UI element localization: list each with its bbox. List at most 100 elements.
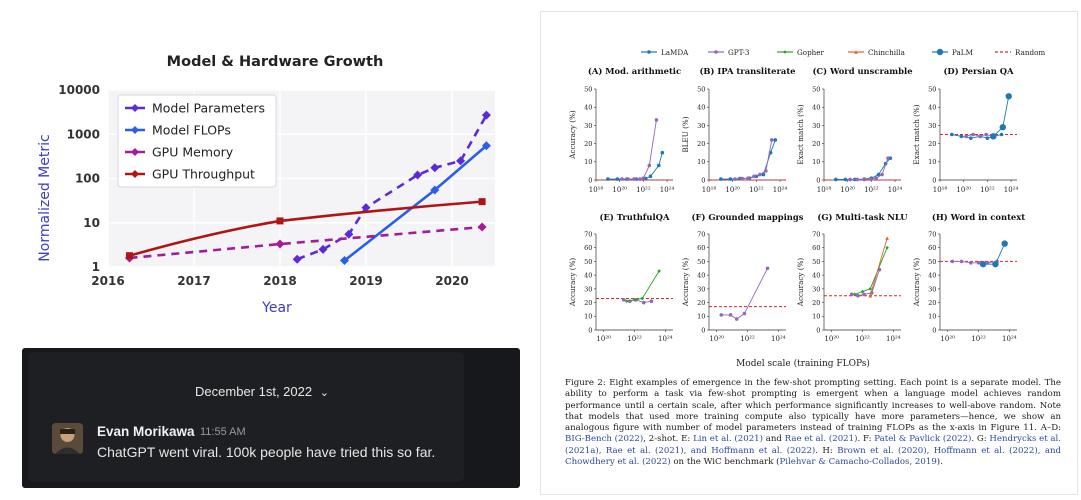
series-line [735, 139, 773, 180]
caption-citation[interactable]: Patel & Pavlick (2022) [874, 434, 972, 445]
subplot-title: (D) Persian QA [943, 66, 1014, 76]
data-point [430, 185, 440, 195]
data-point [876, 172, 881, 177]
x-tick-label: 10²⁰ [612, 186, 627, 194]
caption-citation[interactable]: Lin et al. (2021) [693, 434, 763, 445]
series-line [296, 114, 488, 261]
x-tick-label: 10²² [980, 186, 995, 194]
legend-swatch-marker [131, 170, 139, 178]
data-point [990, 133, 997, 140]
data-point [740, 176, 744, 181]
y-tick-label: 50 [697, 85, 705, 93]
legend-label: Model Parameters [152, 101, 265, 116]
subplot: (B) IPA transliterate 0 10 20 30 40 50 10¹⁸ 10²⁰… [681, 66, 796, 194]
data-point [971, 132, 975, 137]
y-tick-label: 20 [584, 299, 592, 307]
data-point [626, 177, 630, 181]
x-tick-label: 10²⁴ [1004, 186, 1019, 194]
x-tick-label: 10²² [627, 335, 642, 343]
subplot: (G) Multi-task NLU 0 10 20 30 40 50 60 70 10²⁰ 10²… [796, 212, 908, 343]
legend-label: GPT-3 [728, 48, 750, 57]
y-tick-label: 50 [928, 258, 936, 266]
data-point [625, 299, 629, 303]
data-point [880, 172, 884, 177]
y-tick-label: 50 [584, 258, 592, 266]
plot-area: 1 10 100 1000 10000 2016 2017 2018 2019 2020 [58, 83, 495, 288]
y-tick-label: 10 [697, 313, 705, 321]
avatar[interactable] [52, 423, 83, 454]
caption-citation[interactable]: Brown et al. (2020), Hoffmann et al. (20… [565, 445, 1061, 468]
data-point [1001, 240, 1008, 247]
legend-label: Gopher [797, 48, 825, 57]
y-tick-label: 40 [928, 272, 936, 280]
subplot-ylabel: Accuracy (%) [796, 258, 805, 308]
y-tick-label: 20 [812, 299, 820, 307]
y-tick-label: 60 [928, 244, 936, 252]
data-point [853, 292, 857, 297]
y-tick-label: 30 [697, 122, 705, 130]
x-tick-label: 10²⁰ [596, 335, 611, 343]
data-point [769, 138, 774, 142]
data-point [656, 163, 661, 168]
y-tick-label: 50 [928, 85, 936, 93]
message-author[interactable]: Evan Morikawa [97, 424, 195, 439]
data-point [999, 132, 1004, 137]
date-label: December 1st, 2022 [195, 384, 313, 399]
subplot-title: (H) Word in context [932, 212, 1025, 222]
x-tick-label: 10²⁰ [940, 335, 955, 343]
data-point [985, 136, 990, 140]
caption-citation[interactable]: BIG-Bench (2022) [565, 434, 644, 445]
y-tick-label: 50 [697, 258, 705, 266]
data-point [647, 50, 651, 54]
y-tick-label: 20 [584, 140, 592, 148]
data-point [641, 176, 646, 180]
data-point [647, 163, 652, 168]
date-divider[interactable]: December 1st, 2022 ⌄ [162, 378, 362, 406]
y-tick-label: 0 [588, 176, 592, 184]
y-tick-label: 20 [697, 140, 705, 148]
data-point [456, 156, 466, 166]
data-point [764, 169, 768, 173]
x-tick-label: 10²⁴ [773, 186, 788, 194]
legend-label: Model FLOPs [152, 123, 231, 138]
caption-citation[interactable]: Pilehvar & Camacho-Collados, 2019 [779, 457, 937, 468]
x-tick-label: 2020 [435, 274, 468, 288]
subplot-title: (F) Grounded mappings [692, 212, 804, 222]
data-point [649, 299, 654, 304]
data-point [848, 177, 852, 182]
chevron-down-icon: ⌄ [319, 387, 329, 399]
data-point [886, 156, 890, 160]
message-time[interactable]: 11:55 AM [200, 426, 246, 438]
caption-citation[interactable]: Hendrycks et al. (2021a), Rae et al. (20… [565, 434, 1062, 456]
data-point [481, 141, 491, 151]
subplot: (F) Grounded mappings 0 10 20 30 40 50 60 70 10²⁰… [681, 212, 804, 343]
data-point [719, 313, 724, 317]
y-tick-label: 20 [697, 299, 705, 307]
y-tick-label: 70 [928, 230, 936, 238]
subplot-ylabel: Accuracy (%) [912, 258, 921, 308]
y-tick-label: 70 [812, 230, 820, 238]
x-tick-label: 2016 [91, 274, 124, 288]
caption-citation[interactable]: Rae et al. (2021) [784, 434, 858, 445]
y-tick-label: 30 [584, 122, 592, 130]
x-tick-label: 10²² [636, 186, 651, 194]
data-point [868, 293, 872, 298]
caption-text: and [763, 434, 785, 445]
data-point [615, 177, 620, 181]
data-point [734, 317, 739, 321]
data-point [733, 177, 737, 181]
x-axis-label: Year [261, 300, 292, 316]
series-line [869, 237, 888, 296]
subplot-title: (E) TruthfulQA [600, 212, 670, 222]
data-point [361, 203, 371, 213]
caption-text: . G: [971, 434, 990, 445]
caption-text: Figure 2: Eight examples of emergence in… [565, 378, 1061, 434]
model-hardware-chart-svg: Model & Hardware Growth Year Normalized … [37, 54, 495, 316]
data-point [477, 222, 487, 232]
subplot-title: (G) Multi-task NLU [817, 212, 908, 222]
y-tick-label: 10 [812, 158, 820, 166]
y-tick-label: 60 [697, 244, 705, 252]
subplot-ylabel: Exact match (%) [912, 104, 921, 164]
data-point [999, 124, 1006, 131]
y-tick-label: 30 [812, 122, 820, 130]
